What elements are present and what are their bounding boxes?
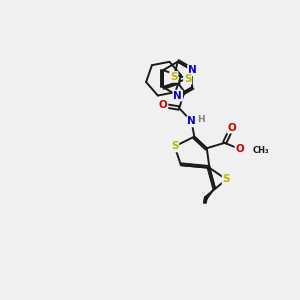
- Text: CH₃: CH₃: [252, 146, 269, 155]
- Text: O: O: [227, 123, 236, 133]
- Text: S: S: [223, 174, 230, 184]
- Text: O: O: [236, 144, 244, 154]
- Text: S: S: [170, 72, 178, 82]
- Text: N: N: [173, 91, 182, 100]
- Text: S: S: [184, 74, 191, 84]
- Text: N: N: [187, 116, 196, 127]
- Text: N: N: [188, 65, 197, 75]
- Text: H: H: [197, 116, 205, 124]
- Text: S: S: [171, 141, 178, 152]
- Text: O: O: [159, 100, 167, 110]
